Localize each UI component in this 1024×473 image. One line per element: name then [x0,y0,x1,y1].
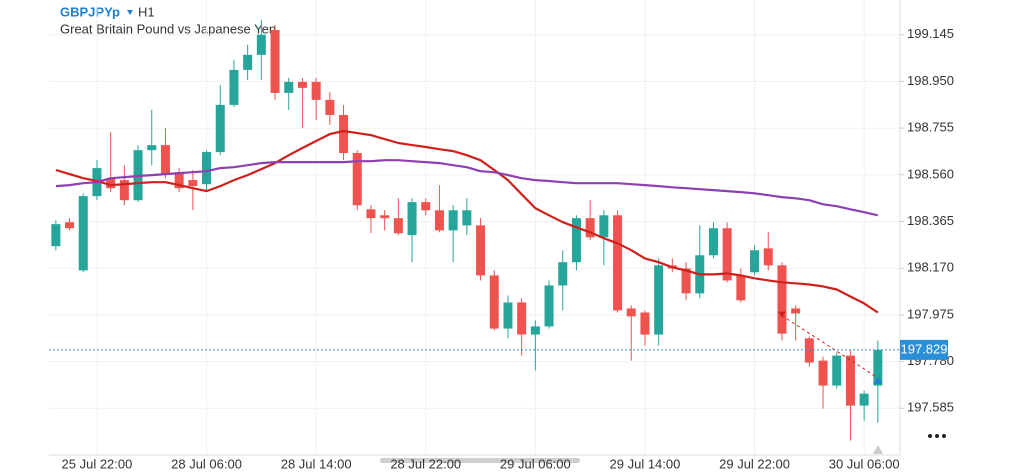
candle-body [311,81,321,100]
y-tick-label: 198.560 [907,166,954,181]
y-tick-label: 198.365 [907,213,954,228]
trade-exit-arrow [873,376,882,384]
candle-body [530,326,540,335]
candle-body [325,99,335,115]
candle-body [106,178,116,189]
menu-dot[interactable] [928,434,932,438]
menu-dot[interactable] [935,434,939,438]
symbol-subtitle: Great Britain Pound vs Japanese Yen [60,21,276,36]
candle-body [818,360,828,386]
candle-body [804,338,814,363]
current-price-badge [900,339,948,360]
trade-line [781,315,879,379]
candle-body [832,355,842,386]
more-menu[interactable] [928,434,946,438]
x-tick-label: 29 Jul 14:00 [610,456,681,471]
candle-body [585,218,595,238]
candle-body [448,210,458,231]
candle-body [791,308,801,314]
candles [51,19,883,441]
candle-body [599,215,609,238]
candle-body [243,54,253,70]
candle-body [722,228,732,281]
symbol-dropdown-icon[interactable] [127,10,133,15]
candle-body [517,302,527,335]
candle-body [681,268,691,294]
candle-body [160,145,170,176]
candle-body [571,218,581,263]
x-tick-label: 28 Jul 14:00 [281,456,352,471]
candle-body [352,153,362,206]
candle-body [462,210,472,226]
scroll-marker [873,445,883,454]
moving-average-line [55,159,879,217]
menu-dot[interactable] [942,434,946,438]
y-tick-label: 197.585 [907,400,954,415]
trade-entry-arrow [777,311,786,318]
moving-average-line [55,129,879,314]
candle-body [174,172,184,189]
candle-body [393,218,403,234]
x-tick-label: 25 Jul 22:00 [62,456,133,471]
candle-body [859,393,869,406]
grid [49,0,900,455]
candle-body [626,308,636,317]
x-tick-label: 28 Jul 06:00 [171,456,242,471]
y-tick-label: 199.145 [907,26,954,41]
candle-body [476,225,486,276]
candle-body [380,215,390,219]
candle-body [736,275,746,301]
candle-body [339,114,349,154]
candle-body [147,145,157,151]
candle-body [763,248,773,266]
candle-body [421,202,431,211]
candle-body [407,202,417,236]
candle-body [229,69,239,105]
y-tick-label: 198.170 [907,260,954,275]
candle-body [613,215,623,311]
y-tick-label: 198.950 [907,73,954,88]
y-tick-label: 197.975 [907,306,954,321]
candle-body [777,265,787,334]
candle-body [78,196,88,271]
candle-body [845,355,855,406]
candle-body [544,285,554,327]
candle-body [558,262,568,286]
candle-body [202,152,212,185]
candle-body [640,312,650,335]
x-tick-label: 29 Jul 22:00 [719,456,790,471]
current-price-label: 197.829 [901,341,948,356]
candle-body [489,275,499,329]
candle-body [270,29,280,93]
candle-body [284,81,294,93]
candle-body [708,228,718,256]
candle-body [503,302,513,329]
candle-body [873,349,883,386]
candle-body [215,104,225,153]
x-tick-label: 29 Jul 06:00 [500,456,571,471]
candle-body [366,209,376,219]
scrollbar[interactable] [380,458,580,463]
x-tick-label: 30 Jul 06:00 [829,456,900,471]
x-tick-label: 28 Jul 22:00 [390,456,461,471]
candle-body [188,180,198,187]
symbol-title[interactable]: GBPJPYp [60,4,120,19]
candle-body [65,222,75,229]
timeframe: H1 [138,4,155,19]
y-tick-label: 198.755 [907,120,954,135]
candle-body [750,250,760,273]
candle-body [297,81,307,88]
candle-body [119,180,129,201]
candle-body [654,265,664,335]
candle-body [434,210,444,231]
candle-body [51,224,61,247]
candle-body [256,34,266,55]
